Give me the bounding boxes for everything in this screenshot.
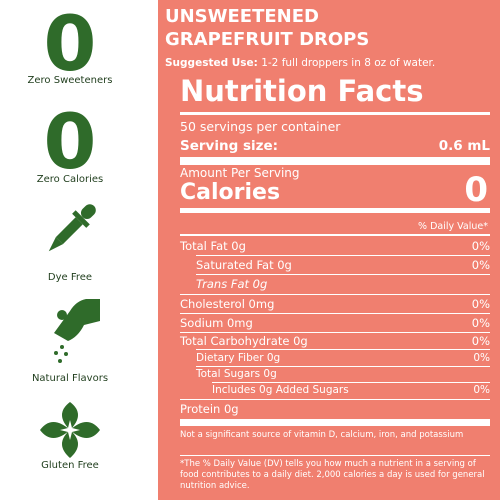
nutrient-dv: 0% (471, 297, 490, 311)
servings: 50 servings per container (180, 119, 341, 134)
nutrient-row: Total Sugars 0g (196, 368, 490, 380)
nutrient-row: Protein 0g (180, 402, 490, 416)
zero-icon: 0 (43, 0, 97, 88)
serving-size-row: Serving size: 0.6 mL (180, 138, 490, 154)
product-title: UNSWEETENED (165, 6, 319, 27)
thick-rule (180, 157, 490, 165)
rule (180, 313, 490, 314)
nutrient-row: Saturated Fat 0g 0% (196, 258, 490, 272)
label-panel (158, 0, 500, 500)
nutrient-row: Trans Fat 0g (196, 277, 490, 291)
nutrient-dv: 0% (471, 258, 490, 272)
nutrient-dv: 0% (471, 316, 490, 330)
rule (180, 234, 490, 236)
nutrient-label: Trans Fat 0g (196, 277, 268, 291)
nutrient-label: Saturated Fat 0g (196, 258, 292, 272)
feature-label: Dye Free (47, 272, 93, 283)
thick-rule (180, 208, 490, 213)
nutrient-row: Cholesterol 0mg 0% (180, 297, 490, 311)
rule (196, 255, 490, 256)
feature-label: Gluten Free (41, 460, 99, 471)
rule (196, 349, 490, 350)
product-title: GRAPEFRUIT DROPS (165, 29, 370, 50)
rule (180, 294, 490, 295)
nutrient-row: Dietary Fiber 0g 0% (196, 352, 490, 364)
zero-icon: 0 (43, 97, 97, 186)
nutrient-dv: 0% (473, 384, 490, 396)
nutrient-row: Sodium 0mg 0% (180, 316, 490, 330)
nutrient-row: Includes 0g Added Sugars 0% (212, 384, 490, 396)
nutrient-dv: 0% (471, 334, 490, 348)
dropper-icon (48, 204, 96, 252)
nutrient-dv: 0% (473, 352, 490, 364)
hand-icon (54, 299, 100, 363)
nutrient-label: Cholesterol 0mg (180, 297, 275, 311)
serving-size-label: Serving size: (180, 138, 279, 154)
rule (196, 366, 490, 367)
nutrient-label: Includes 0g Added Sugars (212, 384, 349, 396)
nutrient-label: Sodium 0mg (180, 316, 253, 330)
thick-rule (180, 419, 490, 426)
rule (180, 455, 490, 456)
nutrient-label: Total Sugars 0g (196, 368, 277, 380)
nutrient-label: Dietary Fiber 0g (196, 352, 281, 364)
nutrition-title: Nutrition Facts (180, 74, 424, 108)
rule (212, 382, 490, 383)
micronutrient-note: Not a significant source of vitamin D, c… (180, 430, 464, 440)
daily-value-header: % Daily Value* (418, 221, 488, 232)
nutrient-label: Protein 0g (180, 402, 239, 416)
rule (180, 332, 490, 333)
nutrient-label: Total Carbohydrate 0g (180, 334, 308, 348)
rule (180, 112, 490, 115)
suggested-use: Suggested Use: 1-2 full droppers in 8 oz… (165, 57, 435, 69)
amount-per-serving: Amount Per Serving (180, 166, 300, 180)
serving-size-value: 0.6 mL (438, 138, 490, 154)
feature-label: Zero Sweeteners (27, 75, 113, 86)
nutrient-label: Total Fat 0g (180, 239, 246, 253)
calories-value: 0 (464, 170, 488, 210)
leaf-icon (40, 402, 100, 458)
rule (196, 274, 490, 275)
nutrient-row: Total Carbohydrate 0g 0% (180, 334, 490, 348)
rule (180, 399, 490, 400)
suggested-use-label: Suggested Use: (165, 57, 258, 69)
footnote: *The % Daily Value (DV) tells you how mu… (180, 459, 485, 491)
suggested-use-text: 1-2 full droppers in 8 oz of water. (261, 57, 436, 69)
feature-label: Natural Flavors (31, 373, 109, 384)
nutrient-dv: 0% (471, 239, 490, 253)
calories-label: Calories (180, 180, 281, 205)
feature-label: Zero Calories (36, 174, 104, 185)
nutrient-row: Total Fat 0g 0% (180, 239, 490, 253)
